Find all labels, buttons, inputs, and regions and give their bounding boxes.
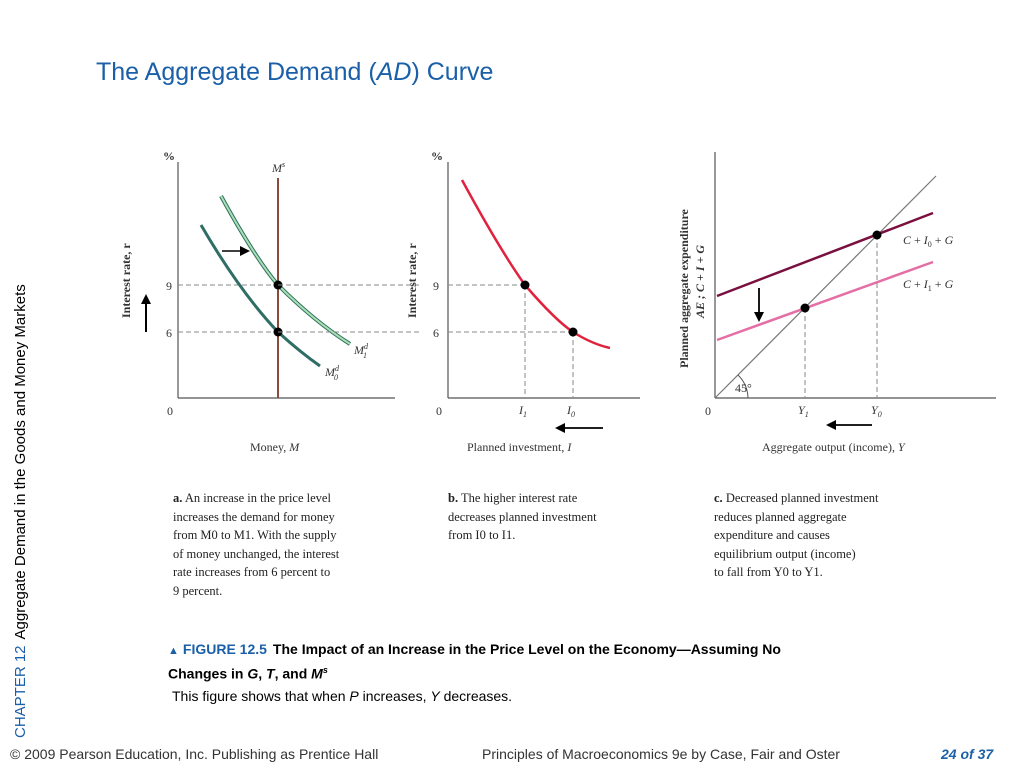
panel-b-x-label: Planned investment, I [467,440,572,454]
angle-arc [737,374,749,399]
panel-a-x-label: Money, M [250,440,300,454]
footer-book-title: Principles of Macroeconomics 9e by Case,… [482,746,840,762]
footer-page-number: 24 of 37 [941,746,994,762]
panel-b-tick-6: 6 [433,326,439,340]
ae-i0-line [716,211,934,298]
panel-b-x-tick-i1: I1 [518,403,527,419]
figure-number: FIGURE 12.5 [182,641,267,657]
money-demand-m1-label: Md 1 [353,342,369,360]
panel-c-caption: c. Decreased planned investment reduces … [714,491,879,579]
panel-b-y-unit: % [431,149,443,163]
figure-caption: ▲ FIGURE 12.5 The Impact of an Increase in… [168,641,781,682]
money-demand-m0-curve [199,224,321,368]
ae-i0-label: C + I0 + G [903,233,954,249]
panel-a-caption: a. An increase in the price level increa… [173,491,340,598]
ae-i1-label: C + I1 + G [903,277,954,293]
panel-a-y-unit: % [163,149,175,163]
money-demand-m0-label: Md 0 [324,364,340,382]
panel-c-point-y0 [872,230,882,240]
money-demand-m1-curve-inner [220,195,351,345]
panel-b-point-i0 [568,327,578,337]
panel-c-x-tick-y0: Y0 [871,403,882,419]
forty-five-degree-line [714,175,937,399]
panel-c-point-y1 [800,303,810,313]
panel-a-tick-6: 6 [166,326,172,340]
panel-a-origin: 0 [167,404,173,418]
money-supply-label: Ms [271,160,285,175]
panel-c-x-tick-y1: Y1 [798,403,809,419]
figure-title-line1: The Impact of an Increase in the Price L… [272,641,781,657]
panel-c-goods-market: 0 Planned aggregate expenditure AE ; C +… [677,152,996,454]
slide-title: The Aggregate Demand (AD) Curve [96,58,494,86]
panel-c-x-label: Aggregate output (income), Y [762,440,906,454]
panel-b-caption: b. The higher interest rate decreases pl… [448,491,597,542]
panel-b-origin: 0 [436,404,442,418]
ae-i1-line [716,260,934,342]
panel-b-investment: % Interest rate, r 0 9 6 I1 I0 Planned i… [405,149,640,454]
investment-demand-curve [460,179,611,350]
triangle-icon: ▲ [168,645,179,657]
panel-c-origin: 0 [705,404,711,418]
panel-c-y-label-2: AE ; C + I + G [693,245,707,319]
panel-b-y-label: Interest rate, r [405,243,419,318]
panel-b-tick-9: 9 [433,279,439,293]
footer-copyright: © 2009 Pearson Education, Inc. Publishin… [10,746,379,762]
panel-a-y-label: Interest rate, r [119,243,133,318]
money-demand-m1-curve [219,195,352,346]
panel-b-point-i1 [520,280,530,290]
panel-b-x-tick-i0: I0 [566,403,575,419]
panel-c-y-label-1: Planned aggregate expenditure [677,208,691,368]
angle-label: 45° [735,381,752,395]
figure-description: This figure shows that when P increases,… [172,688,513,704]
panel-a-tick-9: 9 [166,279,172,293]
panel-a-money-market: % Interest rate, r 0 9 6 Ms Md 1 Md 0 Mone… [119,149,395,454]
